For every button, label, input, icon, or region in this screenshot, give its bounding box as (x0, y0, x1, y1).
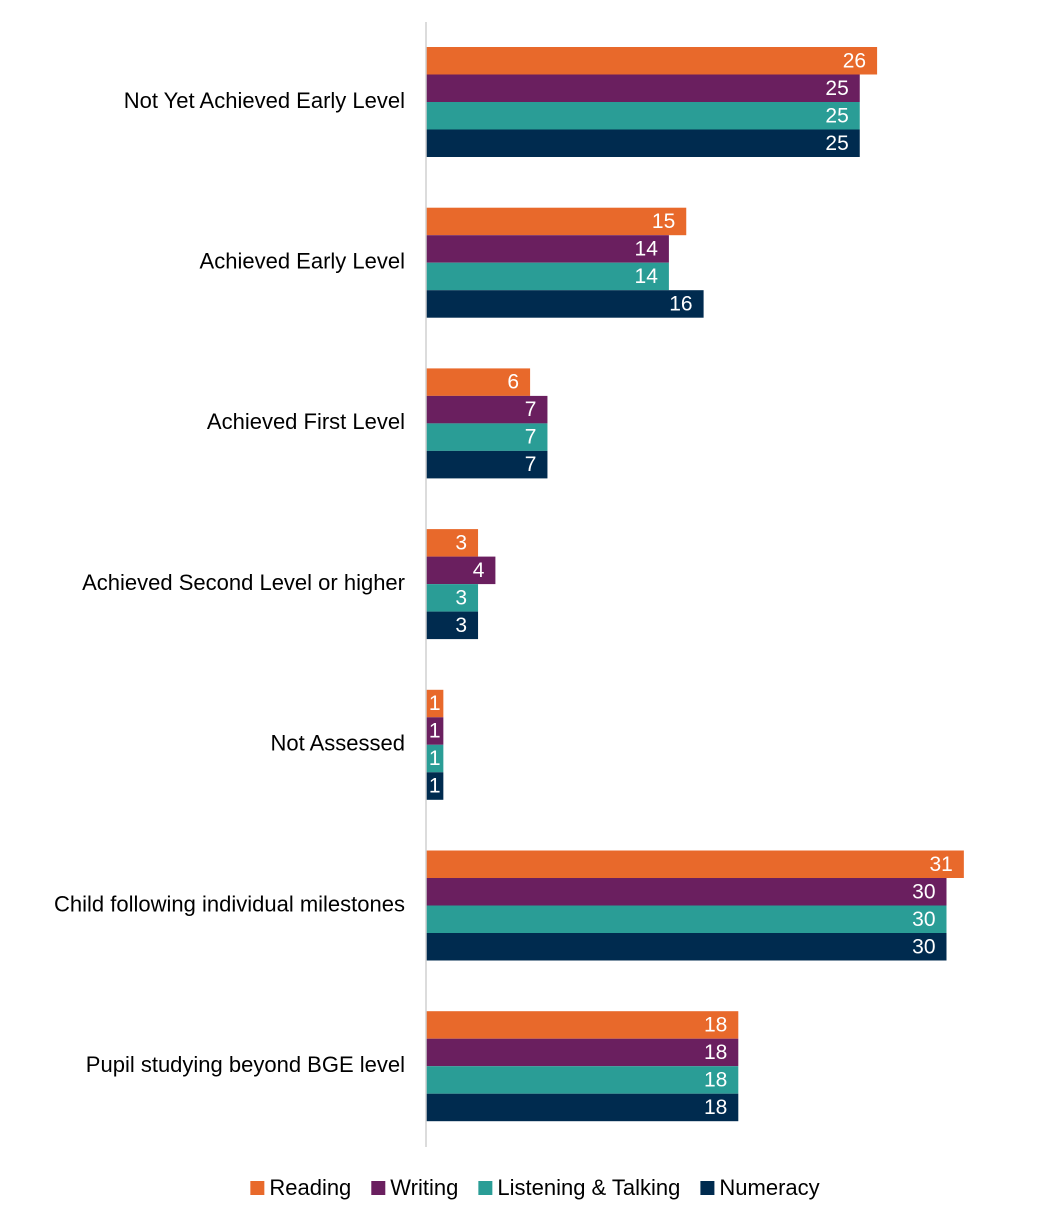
data-label-reading-not-assessed: 1 (429, 692, 441, 715)
data-label-numeracy-achieved-first-level: 7 (525, 453, 537, 476)
data-label-listening-and-talking-achieved-first-level: 7 (525, 426, 537, 449)
category-label-not-yet-achieved-early-level: Not Yet Achieved Early Level (124, 88, 405, 113)
category-label-achieved-second-level-or-higher: Achieved Second Level or higher (82, 570, 405, 595)
bar-reading-achieved-second-level-or-higher (426, 529, 479, 557)
bar-writing-not-assessed (426, 717, 444, 745)
category-label-achieved-first-level: Achieved First Level (207, 409, 405, 434)
bar-listening-and-talking-achieved-second-level-or-higher (426, 584, 479, 612)
data-label-listening-and-talking-achieved-early-level: 14 (635, 265, 659, 288)
data-label-listening-and-talking-child-following-individual-milestones: 30 (912, 908, 935, 931)
legend-swatch-numeracy (700, 1181, 715, 1195)
data-label-reading-not-yet-achieved-early-level: 26 (843, 49, 866, 72)
data-label-writing-achieved-first-level: 7 (525, 398, 537, 421)
legend-item-listening-and-talking: Listening & Talking (478, 1175, 680, 1200)
bar-writing-achieved-second-level-or-higher (426, 556, 496, 585)
legend-label-writing: Writing (390, 1175, 458, 1200)
bar-numeracy-achieved-first-level (426, 450, 548, 479)
legend-swatch-reading (250, 1181, 265, 1195)
bar-numeracy-not-yet-achieved-early-level (426, 129, 860, 157)
data-label-writing-achieved-early-level: 14 (635, 237, 659, 260)
bars-group: 2625252515141416677734331111313030301818… (426, 47, 964, 1122)
legend-label-reading: Reading (269, 1175, 351, 1200)
legend-item-writing: Writing (371, 1175, 458, 1200)
bar-listening-and-talking-achieved-first-level (426, 423, 548, 451)
bar-numeracy-achieved-second-level-or-higher (426, 611, 479, 640)
data-label-numeracy-achieved-second-level-or-higher: 3 (455, 614, 467, 637)
data-label-writing-pupil-studying-beyond-bge-level: 18 (704, 1041, 727, 1064)
bar-writing-child-following-individual-milestones (426, 878, 947, 906)
bar-listening-and-talking-not-assessed (426, 744, 444, 773)
legend-swatch-writing (371, 1181, 386, 1195)
bar-listening-and-talking-not-yet-achieved-early-level (426, 102, 860, 130)
bar-reading-not-yet-achieved-early-level (426, 47, 878, 75)
legend-label-listening-and-talking: Listening & Talking (497, 1175, 680, 1200)
bar-writing-achieved-early-level (426, 235, 669, 263)
bar-reading-not-assessed (426, 689, 444, 718)
legend-swatch-listening-and-talking (478, 1181, 493, 1195)
bar-numeracy-not-assessed (426, 772, 444, 800)
category-labels: Not Yet Achieved Early Level Achieved Ear… (54, 88, 405, 1077)
legend-item-reading: Reading (250, 1175, 351, 1200)
category-label-achieved-early-level: Achieved Early Level (200, 249, 405, 274)
data-label-numeracy-not-assessed: 1 (429, 775, 441, 798)
bar-reading-achieved-early-level (426, 207, 687, 236)
data-label-listening-and-talking-pupil-studying-beyond-bge-level: 18 (704, 1068, 727, 1091)
bar-reading-achieved-first-level (426, 368, 531, 396)
legend-label-numeracy: Numeracy (719, 1175, 819, 1200)
category-label-child-following-individual-milestones: Child following individual milestones (54, 891, 405, 916)
bar-numeracy-pupil-studying-beyond-bge-level (426, 1093, 739, 1122)
legend-item-numeracy: Numeracy (700, 1175, 820, 1200)
bar-reading-pupil-studying-beyond-bge-level (426, 1011, 739, 1039)
legend: Reading Writing Listening & Talking Numerac… (250, 1175, 820, 1200)
bar-reading-child-following-individual-milestones (426, 850, 964, 878)
data-label-numeracy-pupil-studying-beyond-bge-level: 18 (704, 1096, 727, 1119)
data-label-reading-achieved-first-level: 6 (507, 371, 519, 394)
data-label-numeracy-achieved-early-level: 16 (669, 292, 692, 315)
bar-numeracy-achieved-early-level (426, 290, 704, 318)
data-label-listening-and-talking-not-assessed: 1 (429, 747, 441, 770)
data-label-listening-and-talking-achieved-second-level-or-higher: 3 (455, 586, 467, 609)
data-label-writing-not-yet-achieved-early-level: 25 (825, 77, 848, 100)
data-label-reading-achieved-second-level-or-higher: 3 (455, 531, 467, 554)
data-label-writing-achieved-second-level-or-higher: 4 (473, 559, 485, 582)
data-label-listening-and-talking-not-yet-achieved-early-level: 25 (825, 104, 848, 127)
data-label-writing-child-following-individual-milestones: 30 (912, 880, 935, 903)
bar-numeracy-child-following-individual-milestones (426, 933, 947, 961)
category-label-not-assessed: Not Assessed (270, 731, 405, 756)
category-label-pupil-studying-beyond-bge-level: Pupil studying beyond BGE level (86, 1052, 405, 1077)
bar-listening-and-talking-pupil-studying-beyond-bge-level (426, 1066, 739, 1094)
data-label-reading-child-following-individual-milestones: 31 (929, 853, 952, 876)
data-label-numeracy-child-following-individual-milestones: 30 (912, 935, 935, 958)
bar-listening-and-talking-child-following-individual-milestones (426, 905, 947, 933)
data-label-writing-not-assessed: 1 (429, 720, 441, 743)
data-label-numeracy-not-yet-achieved-early-level: 25 (825, 132, 848, 155)
data-label-reading-achieved-early-level: 15 (652, 210, 675, 233)
bar-writing-pupil-studying-beyond-bge-level (426, 1038, 739, 1067)
bar-listening-and-talking-achieved-early-level (426, 262, 669, 291)
bar-writing-not-yet-achieved-early-level (426, 74, 860, 102)
data-label-reading-pupil-studying-beyond-bge-level: 18 (704, 1013, 727, 1036)
bar-writing-achieved-first-level (426, 395, 548, 424)
